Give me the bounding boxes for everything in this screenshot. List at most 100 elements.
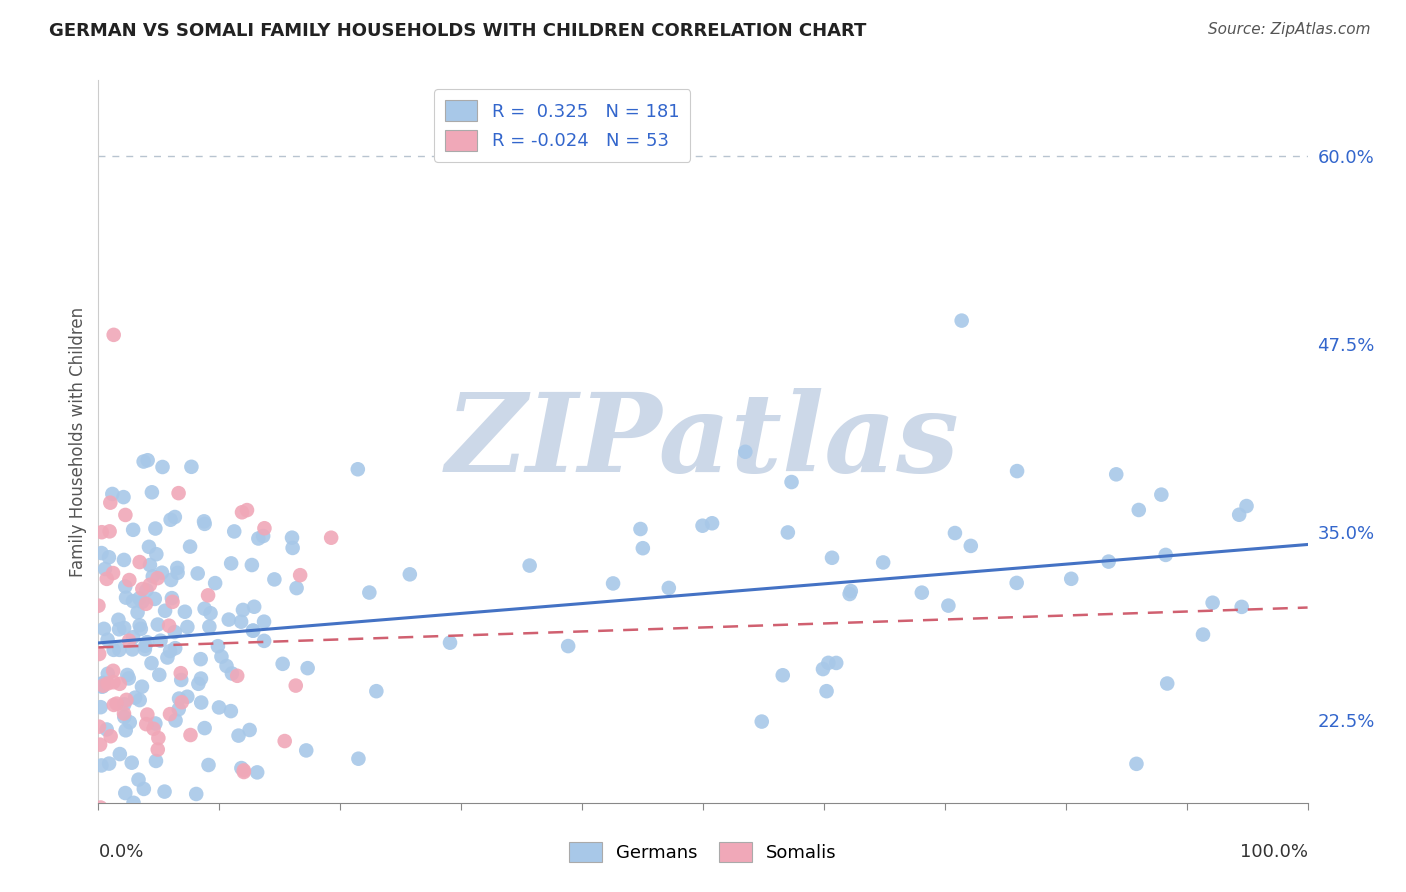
Point: [128, 591, 150, 606]
Point: [226, 669, 249, 683]
Point: [159, 644, 181, 658]
Point: [131, 582, 153, 596]
Point: [1230, 599, 1253, 614]
Point: [112, 490, 135, 504]
Point: [170, 666, 193, 681]
Point: [115, 591, 138, 605]
Point: [112, 553, 135, 567]
Point: [89, 738, 111, 752]
Point: [872, 556, 894, 570]
Point: [145, 754, 167, 768]
Point: [139, 558, 162, 572]
Point: [938, 599, 960, 613]
Point: [167, 702, 190, 716]
Point: [141, 485, 163, 500]
Point: [100, 729, 122, 743]
Point: [165, 714, 187, 728]
Point: [297, 661, 319, 675]
Point: [194, 721, 217, 735]
Point: [321, 531, 343, 545]
Point: [190, 672, 212, 686]
Point: [1005, 464, 1028, 478]
Point: [135, 583, 157, 598]
Point: [114, 786, 136, 800]
Point: [630, 522, 652, 536]
Point: [229, 615, 252, 629]
Point: [134, 642, 156, 657]
Point: [839, 584, 862, 599]
Point: [97, 666, 120, 681]
Point: [118, 633, 141, 648]
Point: [114, 579, 136, 593]
Point: [170, 673, 193, 687]
Point: [208, 700, 231, 714]
Point: [602, 576, 624, 591]
Point: [146, 617, 169, 632]
Point: [219, 557, 242, 571]
Point: [246, 765, 269, 780]
Point: [153, 784, 176, 798]
Point: [98, 756, 121, 771]
Point: [145, 716, 167, 731]
Legend: Germans, Somalis: Germans, Somalis: [562, 834, 844, 870]
Point: [93, 622, 115, 636]
Point: [911, 585, 934, 599]
Text: GERMAN VS SOMALI FAMILY HOUSEHOLDS WITH CHILDREN CORRELATION CHART: GERMAN VS SOMALI FAMILY HOUSEHOLDS WITH …: [49, 22, 866, 40]
Point: [94, 562, 117, 576]
Point: [398, 567, 420, 582]
Point: [143, 591, 166, 606]
Point: [135, 597, 157, 611]
Point: [190, 696, 212, 710]
Point: [162, 595, 184, 609]
Point: [232, 603, 254, 617]
Point: [346, 462, 368, 476]
Point: [187, 677, 209, 691]
Point: [153, 604, 176, 618]
Point: [811, 662, 834, 676]
Point: [138, 540, 160, 554]
Point: [122, 796, 145, 810]
Point: [780, 475, 803, 489]
Point: [142, 722, 165, 736]
Point: [114, 723, 136, 738]
Point: [1005, 575, 1028, 590]
Point: [122, 594, 145, 608]
Point: [224, 524, 246, 539]
Point: [734, 444, 756, 458]
Point: [145, 522, 167, 536]
Point: [240, 558, 263, 572]
Point: [232, 764, 254, 778]
Point: [139, 578, 162, 592]
Point: [1201, 596, 1223, 610]
Point: [751, 714, 773, 729]
Point: [221, 666, 243, 681]
Point: [128, 772, 150, 787]
Point: [108, 622, 131, 636]
Point: [145, 547, 167, 561]
Point: [243, 599, 266, 614]
Point: [1097, 555, 1119, 569]
Point: [103, 327, 125, 342]
Point: [247, 532, 270, 546]
Point: [1192, 627, 1215, 641]
Point: [1125, 756, 1147, 771]
Point: [204, 576, 226, 591]
Point: [96, 572, 118, 586]
Point: [96, 723, 118, 737]
Point: [121, 756, 143, 770]
Point: [179, 728, 201, 742]
Point: [167, 691, 190, 706]
Point: [89, 647, 111, 661]
Text: 100.0%: 100.0%: [1240, 843, 1308, 861]
Point: [118, 573, 141, 587]
Point: [148, 668, 170, 682]
Point: [118, 715, 141, 730]
Point: [236, 503, 259, 517]
Point: [156, 650, 179, 665]
Point: [1105, 467, 1128, 482]
Point: [197, 758, 219, 772]
Point: [194, 601, 217, 615]
Point: [959, 539, 981, 553]
Point: [295, 743, 318, 757]
Point: [134, 639, 156, 653]
